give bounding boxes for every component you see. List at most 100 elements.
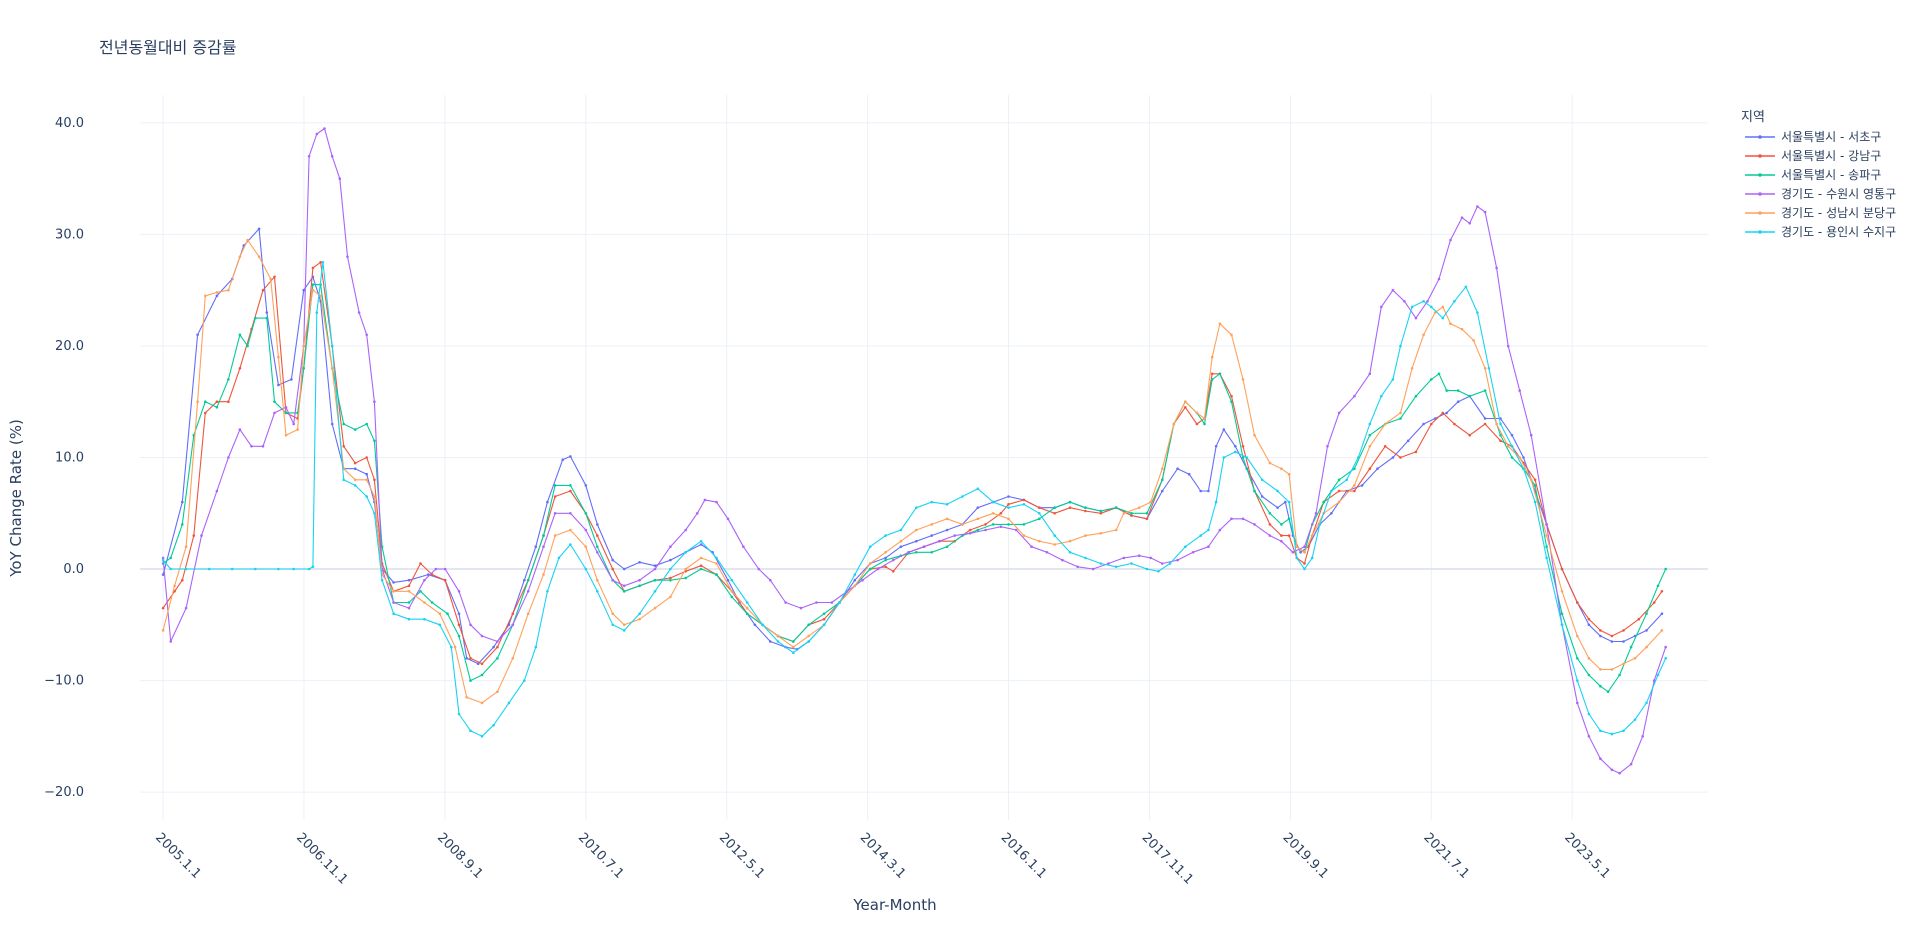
data-point[interactable]	[976, 487, 980, 491]
data-point[interactable]	[1618, 771, 1621, 775]
data-point[interactable]	[465, 696, 469, 699]
data-point[interactable]	[492, 723, 495, 727]
data-point[interactable]	[465, 657, 469, 660]
data-point[interactable]	[1360, 484, 1364, 487]
data-point[interactable]	[1560, 590, 1564, 593]
data-point[interactable]	[638, 617, 641, 621]
series-line[interactable]	[162, 228, 1663, 665]
data-point[interactable]	[330, 344, 334, 348]
data-point[interactable]	[961, 523, 964, 526]
data-point[interactable]	[457, 634, 461, 638]
data-point[interactable]	[373, 478, 376, 482]
data-point[interactable]	[1399, 417, 1402, 420]
data-point[interactable]	[553, 484, 557, 487]
data-point[interactable]	[511, 612, 515, 615]
data-point[interactable]	[699, 539, 703, 543]
data-point[interactable]	[1007, 517, 1010, 521]
data-point[interactable]	[1276, 489, 1279, 493]
data-point[interactable]	[730, 578, 734, 582]
data-point[interactable]	[254, 567, 257, 571]
data-point[interactable]	[192, 534, 196, 537]
data-point[interactable]	[290, 378, 293, 381]
data-point[interactable]	[907, 551, 910, 554]
data-point[interactable]	[1652, 601, 1656, 604]
data-point[interactable]	[899, 528, 903, 532]
data-point[interactable]	[373, 439, 376, 443]
data-point[interactable]	[238, 255, 242, 258]
data-point[interactable]	[1422, 300, 1425, 303]
data-point[interactable]	[1130, 512, 1133, 515]
data-point[interactable]	[307, 567, 311, 571]
data-point[interactable]	[699, 556, 703, 560]
data-point[interactable]	[1022, 534, 1026, 537]
data-point[interactable]	[838, 601, 841, 604]
data-point[interactable]	[1533, 500, 1537, 504]
data-point[interactable]	[446, 612, 449, 615]
data-point[interactable]	[1038, 539, 1041, 543]
data-point[interactable]	[365, 333, 369, 337]
data-point[interactable]	[542, 545, 545, 548]
data-point[interactable]	[311, 283, 315, 286]
data-point[interactable]	[1207, 545, 1210, 548]
data-point[interactable]	[961, 495, 964, 498]
data-point[interactable]	[1084, 556, 1087, 560]
data-point[interactable]	[1383, 422, 1387, 426]
data-point[interactable]	[1599, 634, 1602, 638]
data-point[interactable]	[1230, 517, 1233, 521]
data-point[interactable]	[1053, 506, 1056, 510]
data-point[interactable]	[169, 556, 172, 560]
data-point[interactable]	[1460, 327, 1464, 331]
data-point[interactable]	[1099, 509, 1103, 513]
data-point[interactable]	[968, 528, 972, 532]
data-point[interactable]	[1161, 562, 1164, 565]
data-point[interactable]	[1587, 617, 1591, 621]
data-point[interactable]	[181, 523, 184, 526]
data-point[interactable]	[342, 422, 346, 426]
data-point[interactable]	[1330, 512, 1333, 515]
legend-item[interactable]: 서울특별시 - 송파구	[1745, 168, 1881, 182]
data-point[interactable]	[1199, 489, 1202, 493]
data-point[interactable]	[1245, 456, 1249, 459]
data-point[interactable]	[769, 640, 772, 643]
data-point[interactable]	[1260, 478, 1264, 482]
data-point[interactable]	[523, 679, 526, 682]
data-point[interactable]	[407, 590, 411, 593]
data-point[interactable]	[1399, 344, 1402, 348]
data-point[interactable]	[1368, 372, 1372, 376]
data-point[interactable]	[984, 523, 987, 526]
data-point[interactable]	[611, 567, 614, 571]
data-point[interactable]	[1445, 389, 1448, 392]
data-point[interactable]	[1007, 503, 1010, 506]
data-point[interactable]	[1084, 506, 1087, 510]
data-point[interactable]	[200, 534, 203, 537]
data-point[interactable]	[1610, 732, 1614, 736]
data-point[interactable]	[715, 500, 718, 504]
data-point[interactable]	[407, 584, 411, 588]
data-point[interactable]	[822, 623, 826, 627]
data-point[interactable]	[1522, 456, 1525, 459]
data-point[interactable]	[611, 578, 614, 582]
data-point[interactable]	[1399, 456, 1402, 459]
data-point[interactable]	[561, 458, 564, 462]
data-point[interactable]	[1545, 556, 1548, 560]
data-point[interactable]	[1380, 394, 1383, 398]
data-point[interactable]	[526, 590, 530, 593]
data-point[interactable]	[799, 606, 803, 610]
data-point[interactable]	[215, 294, 219, 298]
data-point[interactable]	[423, 578, 426, 582]
data-point[interactable]	[1487, 367, 1491, 370]
data-point[interactable]	[1357, 456, 1360, 459]
data-point[interactable]	[1222, 428, 1226, 431]
data-point[interactable]	[553, 534, 557, 537]
data-point[interactable]	[753, 623, 757, 627]
data-point[interactable]	[184, 606, 188, 610]
data-point[interactable]	[861, 578, 864, 582]
data-point[interactable]	[1149, 556, 1152, 560]
data-point[interactable]	[1176, 467, 1179, 471]
data-point[interactable]	[323, 127, 326, 130]
data-point[interactable]	[1303, 551, 1306, 554]
data-point[interactable]	[373, 495, 376, 498]
data-point[interactable]	[480, 673, 484, 677]
data-point[interactable]	[284, 406, 288, 409]
